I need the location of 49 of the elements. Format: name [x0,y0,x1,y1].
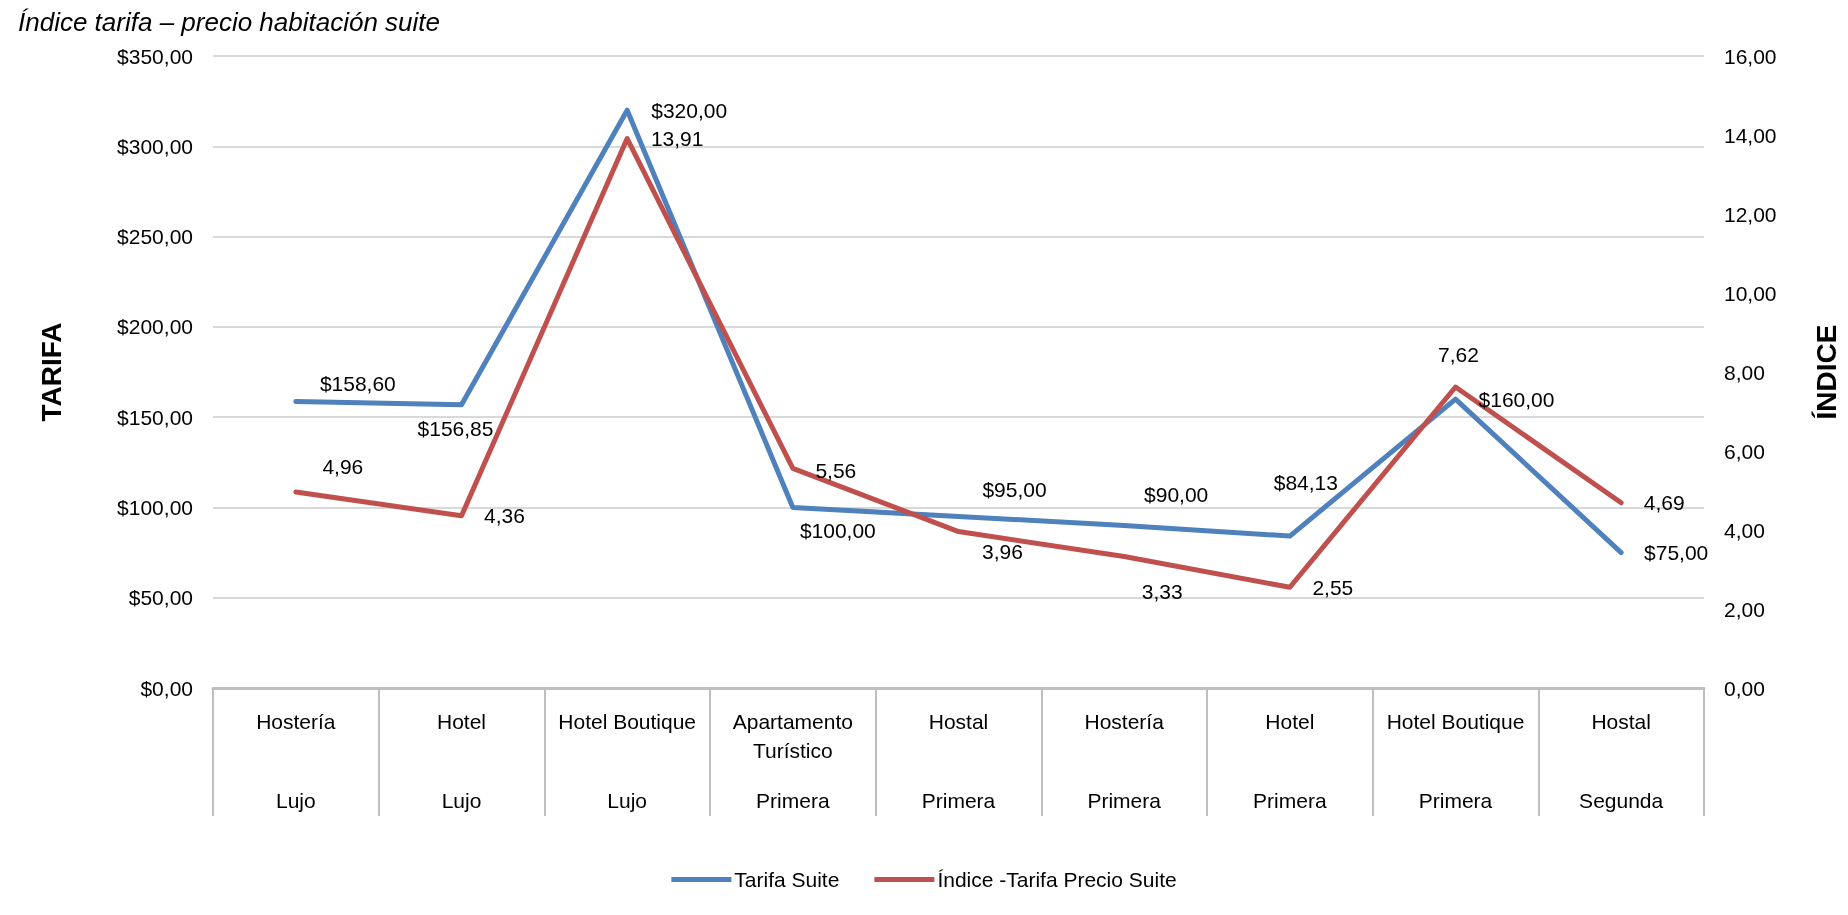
y2-tick-label: 4,00 [1724,518,1765,542]
data-label: $158,60 [319,372,396,396]
y-tick-label: $300,00 [117,134,193,158]
data-label: $320,00 [651,98,728,122]
data-label: $100,00 [799,518,876,542]
category-label: Hostal Primera [921,710,996,812]
y2-tick-label: 0,00 [1724,676,1765,700]
category-label: Apartamento Turístico Primera [732,710,853,812]
y-tick-label: $350,00 [117,44,193,68]
chart-title: Índice tarifa – precio habitación suite [18,7,441,37]
data-label: $84,13 [1273,470,1338,494]
data-label: $95,00 [982,477,1047,501]
y-tick-label: $200,00 [117,315,193,339]
data-label: $75,00 [1644,541,1709,565]
category-label: Hotel Lujo [436,710,487,812]
data-label: 13,91 [650,127,704,151]
data-label: 3,33 [1141,579,1183,603]
category-label: Hotel Primera [1253,710,1327,812]
category-label: Hostería Lujo [256,710,336,812]
data-label: 4,36 [484,504,525,528]
y-axis-title: TARIFA [35,322,67,422]
data-label: $160,00 [1478,387,1555,411]
legend-label: Índice -Tarifa Precio Suite [937,868,1177,891]
data-label: $90,00 [1144,482,1209,506]
data-label: $156,85 [417,417,494,441]
y2-tick-label: 2,00 [1724,597,1765,621]
category-label: Hotel Boutique Lujo [558,710,697,812]
y-tick-label: $0,00 [140,676,193,700]
y-tick-label: $150,00 [117,405,193,429]
data-label: 4,96 [322,454,364,478]
data-label: 5,56 [815,458,857,482]
y2-tick-label: 8,00 [1724,360,1765,384]
y2-tick-label: 14,00 [1724,123,1777,147]
y2-tick-label: 10,00 [1724,281,1777,305]
data-label: 7,62 [1438,342,1479,366]
data-label: 3,96 [982,540,1023,564]
y-tick-label: $250,00 [117,225,193,249]
y2-tick-label: 16,00 [1724,44,1777,68]
legend-label: Tarifa Suite [734,868,840,891]
data-label: 2,55 [1312,575,1354,599]
y2-axis-title: ÍNDICE [1810,324,1842,420]
data-label: 4,69 [1643,491,1685,515]
category-label: Hostal Segunda [1579,710,1664,812]
y2-tick-label: 12,00 [1724,202,1777,226]
y-tick-label: $50,00 [128,586,193,610]
y2-tick-label: 6,00 [1724,439,1765,463]
category-label: Hotel Boutique Primera [1386,710,1525,812]
category-label: Hostería Primera [1084,710,1164,812]
y-tick-label: $100,00 [117,495,193,519]
